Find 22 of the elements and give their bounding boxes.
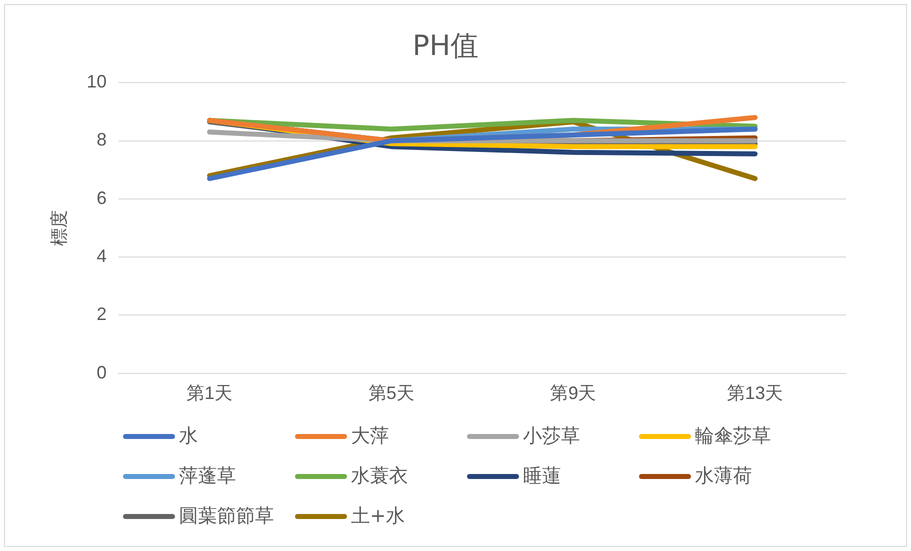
legend-label: 小莎草: [523, 424, 580, 449]
x-tick-label: 第5天: [368, 383, 414, 404]
legend-label: 圓葉節節草: [179, 504, 274, 529]
x-tick-label: 第9天: [550, 383, 596, 404]
legend-label: 輪傘莎草: [695, 424, 771, 449]
y-tick-label: 2: [96, 304, 107, 324]
y-tick-label: 10: [86, 72, 107, 92]
legend-label: 水薄荷: [695, 464, 752, 489]
x-tick-label: 第1天: [186, 383, 233, 404]
legend-label: 水蓑衣: [351, 464, 408, 489]
y-tick-label: 0: [96, 362, 107, 382]
y-tick-label: 8: [96, 130, 107, 150]
y-tick-label: 4: [96, 246, 107, 266]
legend-label: 大萍: [351, 424, 389, 449]
x-tick-label: 第13天: [727, 383, 784, 404]
legend-label: 萍蓬草: [179, 464, 236, 489]
legend-label: 水: [179, 424, 198, 449]
legend-label: 睡蓮: [523, 464, 561, 489]
y-axis-title: 標度: [48, 210, 69, 246]
chart-title: PH值: [412, 29, 478, 62]
legend-label: 土+水: [351, 504, 405, 529]
y-tick-label: 6: [96, 188, 107, 208]
